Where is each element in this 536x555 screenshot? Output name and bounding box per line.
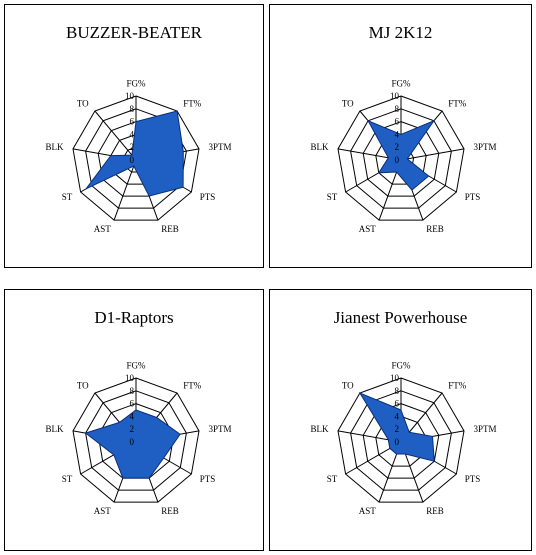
axis-label: AST <box>94 224 112 234</box>
tick-label: 0 <box>130 437 135 447</box>
tick-label: 4 <box>395 129 400 139</box>
axis-label: FT% <box>448 381 467 391</box>
axis-spoke <box>94 110 137 161</box>
axis-label: PTS <box>465 474 481 484</box>
axis-label: FG% <box>391 360 411 370</box>
radar-panel-0: BUZZER-BEATER 0 2 4 6 8 10 FG% FT% 3PTM PTS REB AST… <box>4 4 264 268</box>
chart-title: MJ 2K12 <box>368 23 433 42</box>
tick-label: 6 <box>130 399 135 409</box>
axis-label: 3PTM <box>474 424 497 434</box>
axis-label: PTS <box>200 474 216 484</box>
axis-label: REB <box>426 224 444 234</box>
axis-label: FT% <box>183 99 202 109</box>
axis-label: BLK <box>311 424 330 434</box>
chart-title: Jianest Powerhouse <box>333 308 468 327</box>
axis-label: BLK <box>46 142 65 152</box>
grid-ring <box>375 415 427 467</box>
axis-label: AST <box>94 506 112 516</box>
tick-label: 6 <box>130 117 135 127</box>
tick-label: 6 <box>395 117 400 127</box>
axis-label: ST <box>62 192 73 202</box>
grid-ring <box>350 390 452 491</box>
chart-title: D1-Raptors <box>94 308 174 327</box>
axis-label: AST <box>359 224 377 234</box>
axis-label: FT% <box>448 99 467 109</box>
data-series <box>366 119 436 191</box>
radar-chart: 0 2 4 6 8 10 FG% FT% 3PTM PTS REB AST ST BLK TO <box>46 78 232 234</box>
tick-label: 2 <box>130 424 135 434</box>
axis-label: TO <box>342 99 354 109</box>
tick-label: 8 <box>130 104 135 114</box>
grid-ring <box>85 390 187 491</box>
axis-label: TO <box>77 381 89 391</box>
axis-label: 3PTM <box>474 142 497 152</box>
axis-label: BLK <box>311 142 330 152</box>
grid-ring <box>72 377 200 503</box>
tick-label: 2 <box>395 424 400 434</box>
axis-label: 3PTM <box>209 142 232 152</box>
axis-label: ST <box>327 192 338 202</box>
tick-label: 10 <box>125 91 135 101</box>
grid-ring <box>362 121 440 197</box>
tick-label: 0 <box>395 437 400 447</box>
axis-label: FG% <box>126 360 146 370</box>
grid-ring <box>375 133 427 185</box>
tick-label: 10 <box>390 91 400 101</box>
radar-panel-2: D1-Raptors 0 2 4 6 8 10 FG% FT% 3PTM PTS REB AST ST B… <box>4 289 264 551</box>
tick-label: 4 <box>395 411 400 421</box>
tick-label: 0 <box>130 155 135 165</box>
radar-chart: 0 2 4 6 8 10 FG% FT% 3PTM PTS REB AST ST BLK TO <box>311 360 497 516</box>
radar-panel-1: MJ 2K12 0 2 4 6 8 10 FG% FT% 3PTM PTS REB AST ST BLK T… <box>269 4 532 268</box>
axis-label: FG% <box>391 78 411 88</box>
tick-label: 10 <box>125 373 135 383</box>
axis-label: ST <box>327 474 338 484</box>
tick-label: 4 <box>130 129 135 139</box>
tick-label: 8 <box>130 386 135 396</box>
tick-label: 10 <box>390 373 400 383</box>
chart-title: BUZZER-BEATER <box>66 23 202 42</box>
axis-label: PTS <box>200 192 216 202</box>
tick-label: 0 <box>395 155 400 165</box>
data-series <box>358 391 435 462</box>
axis-label: FT% <box>183 381 202 391</box>
axis-label: REB <box>161 506 179 516</box>
tick-label: 8 <box>395 386 400 396</box>
axis-label: ST <box>62 474 73 484</box>
grid-ring <box>362 403 440 479</box>
axis-label: REB <box>426 506 444 516</box>
axis-label: AST <box>359 506 377 516</box>
axis-label: FG% <box>126 78 146 88</box>
data-series <box>85 110 184 197</box>
radar-chart: 0 2 4 6 8 10 FG% FT% 3PTM PTS REB AST ST BLK TO <box>311 78 497 234</box>
axis-spoke <box>113 159 137 221</box>
tick-label: 2 <box>130 142 135 152</box>
axis-label: TO <box>77 99 89 109</box>
axis-label: REB <box>161 224 179 234</box>
radar-panel-3: Jianest Powerhouse 0 2 4 6 8 10 FG% FT% 3PTM PTS R… <box>269 289 532 551</box>
axis-spoke <box>400 148 465 161</box>
tick-label: 2 <box>395 142 400 152</box>
grid-ring <box>337 95 465 221</box>
axis-label: 3PTM <box>209 424 232 434</box>
axis-label: PTS <box>465 192 481 202</box>
grid-ring <box>72 95 200 221</box>
data-series <box>84 409 181 479</box>
axis-label: BLK <box>46 424 65 434</box>
grid-ring <box>337 377 465 503</box>
tick-label: 8 <box>395 104 400 114</box>
radar-chart: 0 2 4 6 8 10 FG% FT% 3PTM PTS REB AST ST BLK TO <box>46 360 232 516</box>
tick-label: 4 <box>130 411 135 421</box>
grid-ring <box>350 108 452 209</box>
tick-label: 6 <box>395 399 400 409</box>
axis-label: TO <box>342 381 354 391</box>
